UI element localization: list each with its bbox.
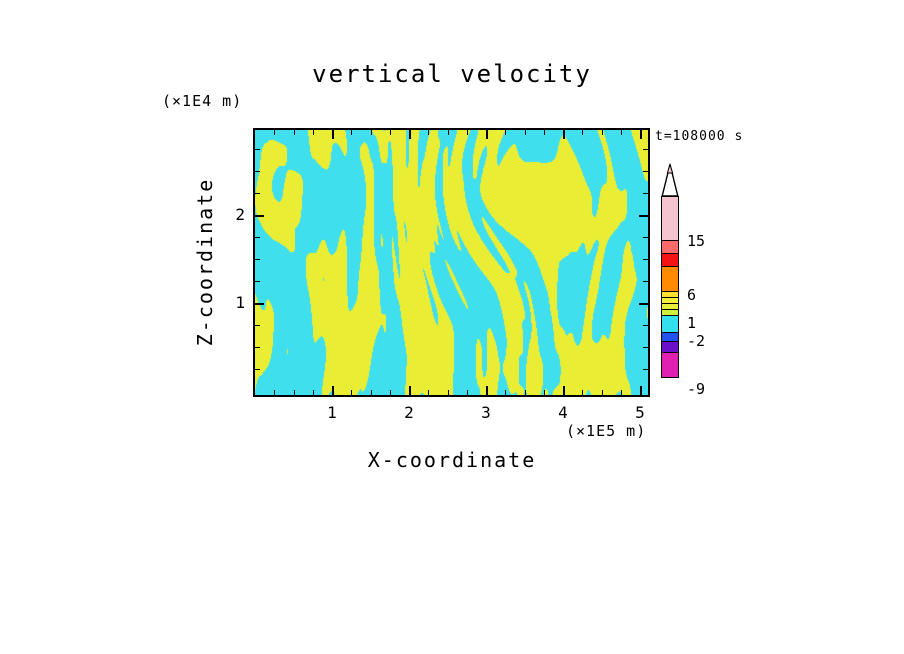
z-minor-tick — [643, 281, 648, 282]
x-minor-tick — [294, 390, 295, 395]
x-minor-tick — [525, 130, 526, 135]
x-major-tick — [640, 130, 642, 139]
colorbar-level-label: 6 — [687, 286, 697, 304]
x-minor-tick — [467, 390, 468, 395]
x-minor-tick — [351, 130, 352, 135]
x-tick-label: 3 — [481, 403, 491, 422]
x-minor-tick — [582, 130, 583, 135]
x-minor-tick — [602, 130, 603, 135]
colorbar-segment — [661, 266, 679, 292]
colorbar-above-max-arrow-icon — [661, 163, 679, 197]
z-minor-tick — [643, 325, 648, 326]
x-major-tick — [409, 386, 411, 395]
x-major-tick — [563, 130, 565, 139]
z-minor-tick — [255, 171, 260, 172]
colorbar-level-label: 1 — [687, 314, 697, 332]
x-major-tick — [332, 130, 334, 139]
x-tick-label: 4 — [558, 403, 568, 422]
x-minor-tick — [294, 130, 295, 135]
x-tick-label: 2 — [404, 403, 414, 422]
z-minor-tick — [643, 347, 648, 348]
colorbar-level-label: -9 — [687, 380, 706, 398]
x-minor-tick — [448, 390, 449, 395]
z-minor-tick — [255, 193, 260, 194]
x-minor-tick — [371, 130, 372, 135]
x-major-tick — [486, 130, 488, 139]
y-axis-title: Z-coordinate — [193, 177, 217, 347]
x-minor-tick — [448, 130, 449, 135]
z-minor-tick — [255, 369, 260, 370]
x-minor-tick — [544, 390, 545, 395]
x-tick-label: 5 — [635, 403, 645, 422]
chart-title: vertical velocity — [312, 60, 592, 88]
x-minor-tick — [428, 390, 429, 395]
x-minor-tick — [313, 390, 314, 395]
colorbar-level-label: -2 — [687, 332, 706, 350]
x-tick-label: 1 — [327, 403, 337, 422]
x-minor-tick — [390, 390, 391, 395]
z-minor-tick — [643, 369, 648, 370]
z-minor-tick — [255, 281, 260, 282]
x-major-tick — [409, 130, 411, 139]
colorbar-segment — [661, 352, 679, 378]
z-minor-tick — [255, 347, 260, 348]
z-tick-label: 2 — [235, 205, 245, 224]
z-minor-tick — [255, 237, 260, 238]
x-major-tick — [640, 386, 642, 395]
z-minor-tick — [255, 325, 260, 326]
plot-area: 1 2 3 4 5 1 2 — [235, 128, 650, 422]
z-major-tick — [639, 303, 648, 305]
x-minor-tick — [544, 130, 545, 135]
velocity-field-canvas — [255, 130, 648, 395]
colorbar-segment — [661, 253, 679, 267]
x-minor-tick — [274, 130, 275, 135]
x-minor-tick — [505, 130, 506, 135]
x-minor-tick — [505, 390, 506, 395]
z-major-tick — [639, 215, 648, 217]
x-minor-tick — [621, 130, 622, 135]
z-major-tick — [255, 215, 264, 217]
colorbar-segment — [661, 240, 679, 254]
x-minor-tick — [467, 130, 468, 135]
colorbar-segment — [661, 196, 679, 241]
colorbar-level-label: 15 — [687, 232, 706, 250]
x-minor-tick — [274, 390, 275, 395]
x-minor-tick — [582, 390, 583, 395]
z-minor-tick — [643, 237, 648, 238]
z-tick-label: 1 — [235, 293, 245, 312]
x-axis-title: X-coordinate — [367, 448, 537, 472]
z-minor-tick — [643, 193, 648, 194]
x-minor-tick — [371, 390, 372, 395]
x-minor-tick — [621, 390, 622, 395]
z-minor-tick — [643, 149, 648, 150]
y-axis-unit: (×1E4 m) — [162, 92, 243, 110]
time-annotation: t=108000 s — [655, 129, 744, 144]
z-minor-tick — [255, 149, 260, 150]
x-major-tick — [332, 386, 334, 395]
x-axis-unit: (×1E5 m) — [566, 422, 647, 440]
x-minor-tick — [351, 390, 352, 395]
x-major-tick — [486, 386, 488, 395]
x-major-tick — [563, 386, 565, 395]
colorbar-segment — [661, 315, 679, 333]
colorbar: 15 6 1 -2 -9 — [661, 163, 705, 398]
x-minor-tick — [525, 390, 526, 395]
z-minor-tick — [255, 259, 260, 260]
x-minor-tick — [602, 390, 603, 395]
x-minor-tick — [428, 130, 429, 135]
z-major-tick — [255, 303, 264, 305]
x-minor-tick — [313, 130, 314, 135]
x-minor-tick — [390, 130, 391, 135]
z-minor-tick — [643, 171, 648, 172]
z-minor-tick — [643, 259, 648, 260]
